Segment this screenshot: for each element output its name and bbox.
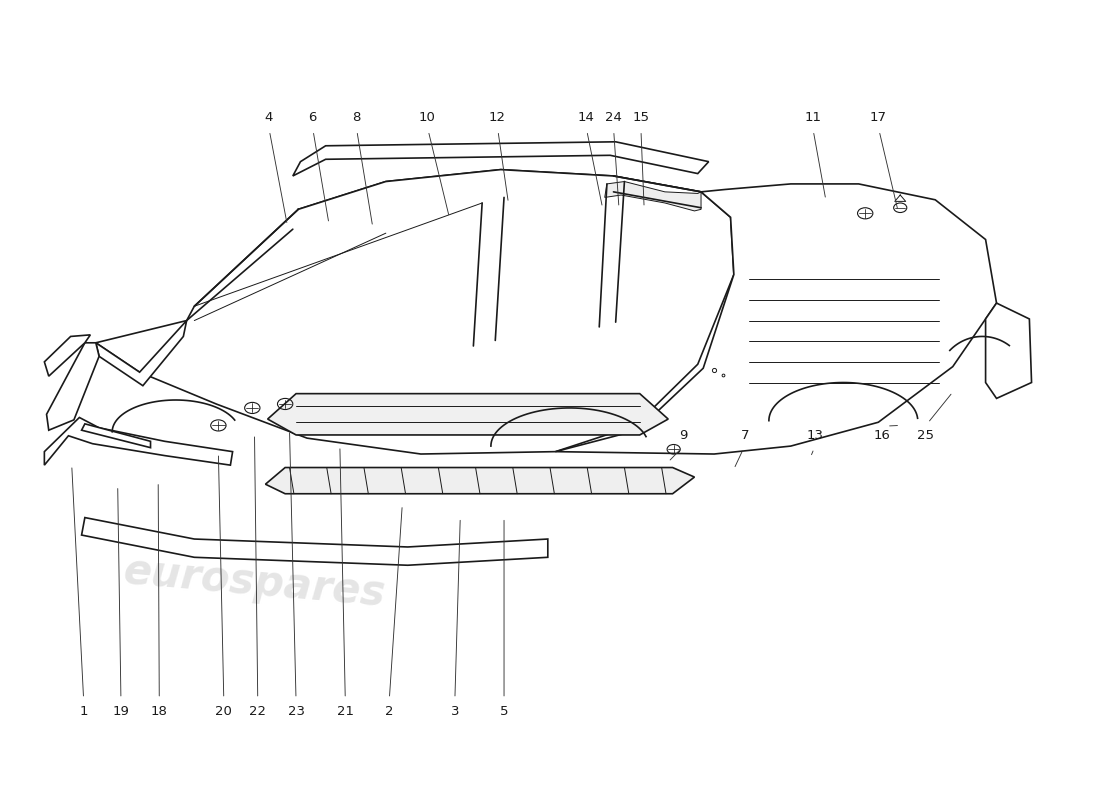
Text: 12: 12 bbox=[490, 111, 506, 125]
Text: 23: 23 bbox=[287, 705, 305, 718]
Text: 16: 16 bbox=[873, 430, 890, 442]
Text: 21: 21 bbox=[337, 705, 354, 718]
Text: 7: 7 bbox=[740, 430, 749, 442]
Text: 10: 10 bbox=[419, 111, 436, 125]
Text: 1: 1 bbox=[79, 705, 88, 718]
Text: eurospares: eurospares bbox=[122, 550, 387, 615]
Text: 3: 3 bbox=[451, 705, 459, 718]
Text: 22: 22 bbox=[250, 705, 266, 718]
Text: 5: 5 bbox=[499, 705, 508, 718]
Text: 17: 17 bbox=[870, 111, 887, 125]
Polygon shape bbox=[96, 321, 187, 386]
Polygon shape bbox=[986, 303, 1032, 398]
Polygon shape bbox=[556, 184, 997, 454]
Text: 25: 25 bbox=[917, 430, 934, 442]
Polygon shape bbox=[96, 170, 734, 454]
Text: 6: 6 bbox=[308, 111, 317, 125]
Text: eurospares: eurospares bbox=[658, 272, 924, 337]
Text: 4: 4 bbox=[264, 111, 273, 125]
Text: 13: 13 bbox=[806, 430, 824, 442]
Polygon shape bbox=[44, 418, 232, 465]
Text: 14: 14 bbox=[578, 111, 595, 125]
Polygon shape bbox=[605, 182, 701, 211]
Polygon shape bbox=[46, 342, 99, 430]
Polygon shape bbox=[293, 210, 386, 263]
Text: 20: 20 bbox=[216, 705, 232, 718]
Polygon shape bbox=[44, 335, 90, 376]
Text: 11: 11 bbox=[804, 111, 822, 125]
Polygon shape bbox=[293, 142, 708, 176]
Text: 19: 19 bbox=[112, 705, 130, 718]
Polygon shape bbox=[267, 394, 668, 435]
Text: 8: 8 bbox=[352, 111, 361, 125]
Polygon shape bbox=[265, 467, 694, 494]
Polygon shape bbox=[81, 518, 548, 566]
Text: 18: 18 bbox=[151, 705, 167, 718]
Text: 2: 2 bbox=[385, 705, 394, 718]
Text: 9: 9 bbox=[680, 430, 688, 442]
Text: 24: 24 bbox=[605, 111, 621, 125]
Polygon shape bbox=[293, 170, 730, 231]
Polygon shape bbox=[81, 424, 151, 448]
Text: 15: 15 bbox=[632, 111, 649, 125]
